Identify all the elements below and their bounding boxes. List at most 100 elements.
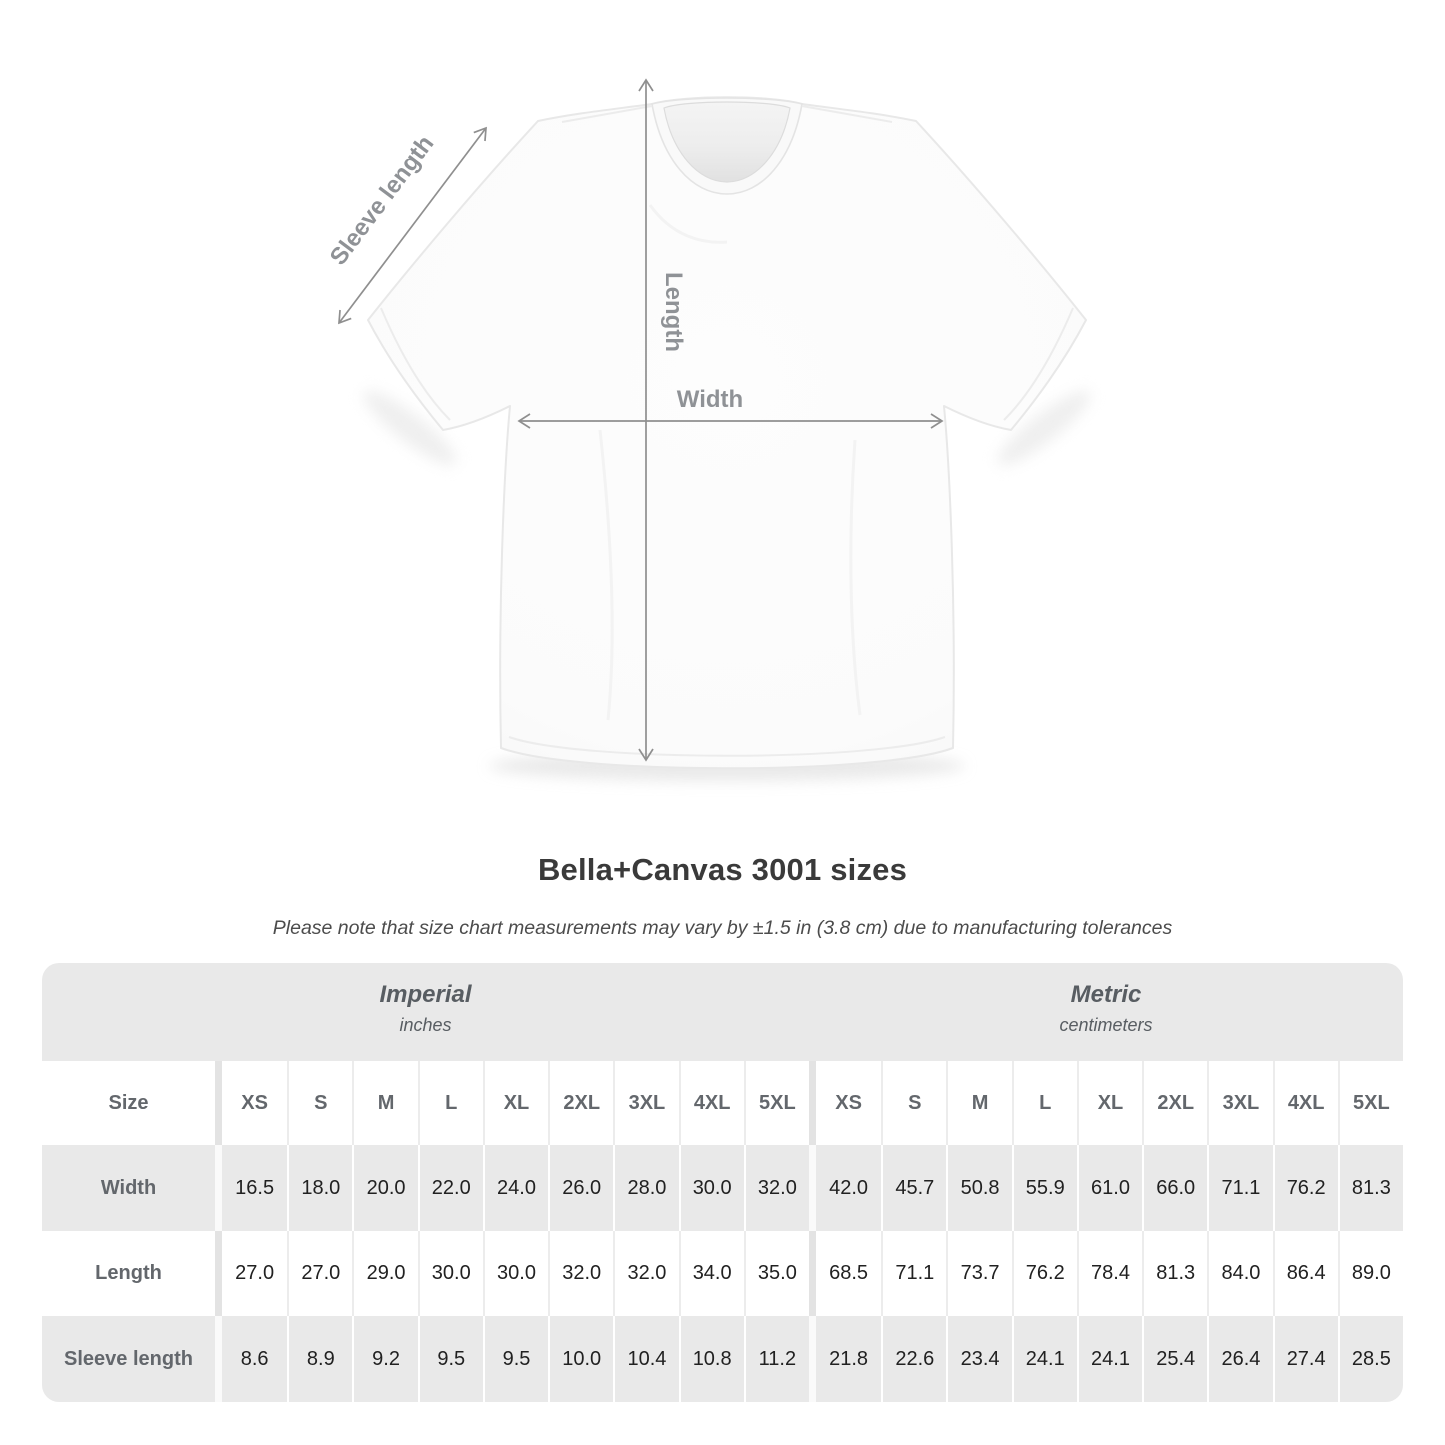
dimension-arrows [338, 78, 944, 762]
size-col-header: S [287, 1061, 353, 1145]
page-title: Bella+Canvas 3001 sizes [537, 852, 908, 887]
measurement-value: 28.5 [1337, 1316, 1403, 1402]
tshirt-body [367, 96, 1087, 770]
measurement-value: 11.2 [743, 1316, 809, 1402]
size-col-header: L [1011, 1061, 1077, 1145]
measurement-value: 76.2 [1272, 1145, 1338, 1231]
measurement-value: 9.5 [417, 1316, 483, 1402]
width-label: Width [677, 386, 743, 413]
measurement-value: 71.1 [1207, 1145, 1273, 1231]
size-col-header: 2XL [548, 1061, 614, 1145]
measurement-value: 32.0 [548, 1231, 614, 1316]
measurement-value: 20.0 [352, 1145, 418, 1231]
measurement-value: 61.0 [1076, 1145, 1143, 1231]
measurement-value: 86.4 [1272, 1231, 1338, 1316]
column-group-separator [215, 1316, 222, 1402]
size-chart-table: Imperial inches Metric centimeters Size X… [42, 963, 1403, 1402]
measurement-value: 25.4 [1142, 1316, 1208, 1402]
imperial-unit-label: inches [399, 1015, 452, 1035]
measurement-value: 24.1 [1076, 1316, 1143, 1402]
measurement-value: 26.0 [548, 1145, 614, 1231]
measurement-value: 32.0 [743, 1145, 809, 1231]
measurement-value: 10.4 [613, 1316, 679, 1402]
column-group-separator [215, 1231, 222, 1316]
column-group-separator [808, 1145, 816, 1231]
size-col-header: 2XL [1142, 1061, 1208, 1145]
measurement-value: 32.0 [613, 1231, 679, 1316]
measurement-value: 16.5 [222, 1145, 288, 1231]
measurement-value: 21.8 [815, 1316, 882, 1402]
measurement-value: 55.9 [1011, 1145, 1077, 1231]
measurement-value: 73.7 [946, 1231, 1012, 1316]
measurement-value: 26.4 [1207, 1316, 1273, 1402]
sleeve-length-label: Sleeve length [325, 131, 440, 271]
measurement-value: 23.4 [946, 1316, 1012, 1402]
measurement-value: 27.4 [1272, 1316, 1338, 1402]
measurement-value: 34.0 [678, 1231, 744, 1316]
tshirt-measurement-diagram: Sleeve length Length Width [325, 78, 1091, 781]
measurement-value: 27.0 [222, 1231, 288, 1316]
size-column-header: Size [42, 1061, 215, 1145]
size-col-header: XL [1076, 1061, 1143, 1145]
measurement-value: 30.0 [678, 1145, 744, 1231]
measurement-value: 28.0 [613, 1145, 679, 1231]
row-label: Sleeve length [42, 1316, 215, 1402]
measurement-value: 66.0 [1142, 1145, 1208, 1231]
metric-unit-label: centimeters [1059, 1015, 1153, 1035]
length-label: Length [660, 272, 687, 352]
measurement-value: 22.6 [881, 1316, 947, 1402]
size-col-header: M [352, 1061, 418, 1145]
imperial-group-header: Imperial inches [42, 963, 809, 1061]
measurement-value: 50.8 [946, 1145, 1012, 1231]
measurement-value: 89.0 [1337, 1231, 1403, 1316]
measurement-value: 9.2 [352, 1316, 418, 1402]
measurement-value: 30.0 [417, 1231, 483, 1316]
size-col-header: 3XL [613, 1061, 679, 1145]
row-label: Length [42, 1231, 215, 1316]
size-col-header: 5XL [743, 1061, 809, 1145]
measurement-value: 18.0 [287, 1145, 353, 1231]
measurement-value: 84.0 [1207, 1231, 1273, 1316]
measurement-value: 10.8 [678, 1316, 744, 1402]
measurement-value: 9.5 [482, 1316, 549, 1402]
size-col-header: 4XL [678, 1061, 744, 1145]
size-col-header: L [417, 1061, 483, 1145]
column-group-separator [215, 1061, 222, 1145]
fabric-wrinkles [598, 204, 862, 721]
size-col-header: XS [815, 1061, 882, 1145]
measurement-value: 45.7 [881, 1145, 947, 1231]
measurement-value: 8.6 [222, 1316, 288, 1402]
sleeve-length-arrow [338, 126, 487, 325]
measurement-value: 29.0 [352, 1231, 418, 1316]
measurement-value: 35.0 [743, 1231, 809, 1316]
size-col-header: XL [482, 1061, 549, 1145]
size-col-header: 5XL [1337, 1061, 1403, 1145]
metric-label: Metric [1070, 981, 1142, 1008]
measurement-value: 22.0 [417, 1145, 483, 1231]
measurement-value: 27.0 [287, 1231, 353, 1316]
imperial-label: Imperial [379, 981, 472, 1008]
size-col-header: 3XL [1207, 1061, 1273, 1145]
measurement-value: 71.1 [881, 1231, 947, 1316]
measurement-value: 68.5 [815, 1231, 882, 1316]
size-col-header: 4XL [1272, 1061, 1338, 1145]
tshirt-graphic [367, 96, 1087, 770]
collar-opening [663, 101, 791, 183]
measurement-value: 76.2 [1011, 1231, 1077, 1316]
measurement-value: 8.9 [287, 1316, 353, 1402]
size-col-header: XS [222, 1061, 288, 1145]
measurement-value: 81.3 [1142, 1231, 1208, 1316]
measurement-value: 30.0 [482, 1231, 549, 1316]
measurement-value: 42.0 [815, 1145, 882, 1231]
row-label: Width [42, 1145, 215, 1231]
tolerance-note: Please note that size chart measurements… [272, 917, 1173, 939]
size-col-header: M [946, 1061, 1012, 1145]
column-group-separator [808, 1061, 816, 1145]
column-group-separator [808, 1316, 816, 1402]
measurement-value: 78.4 [1076, 1231, 1143, 1316]
column-group-separator [808, 1231, 816, 1316]
measurement-value: 81.3 [1337, 1145, 1403, 1231]
metric-group-header: Metric centimeters [808, 963, 1403, 1061]
measurement-value: 10.0 [548, 1316, 614, 1402]
